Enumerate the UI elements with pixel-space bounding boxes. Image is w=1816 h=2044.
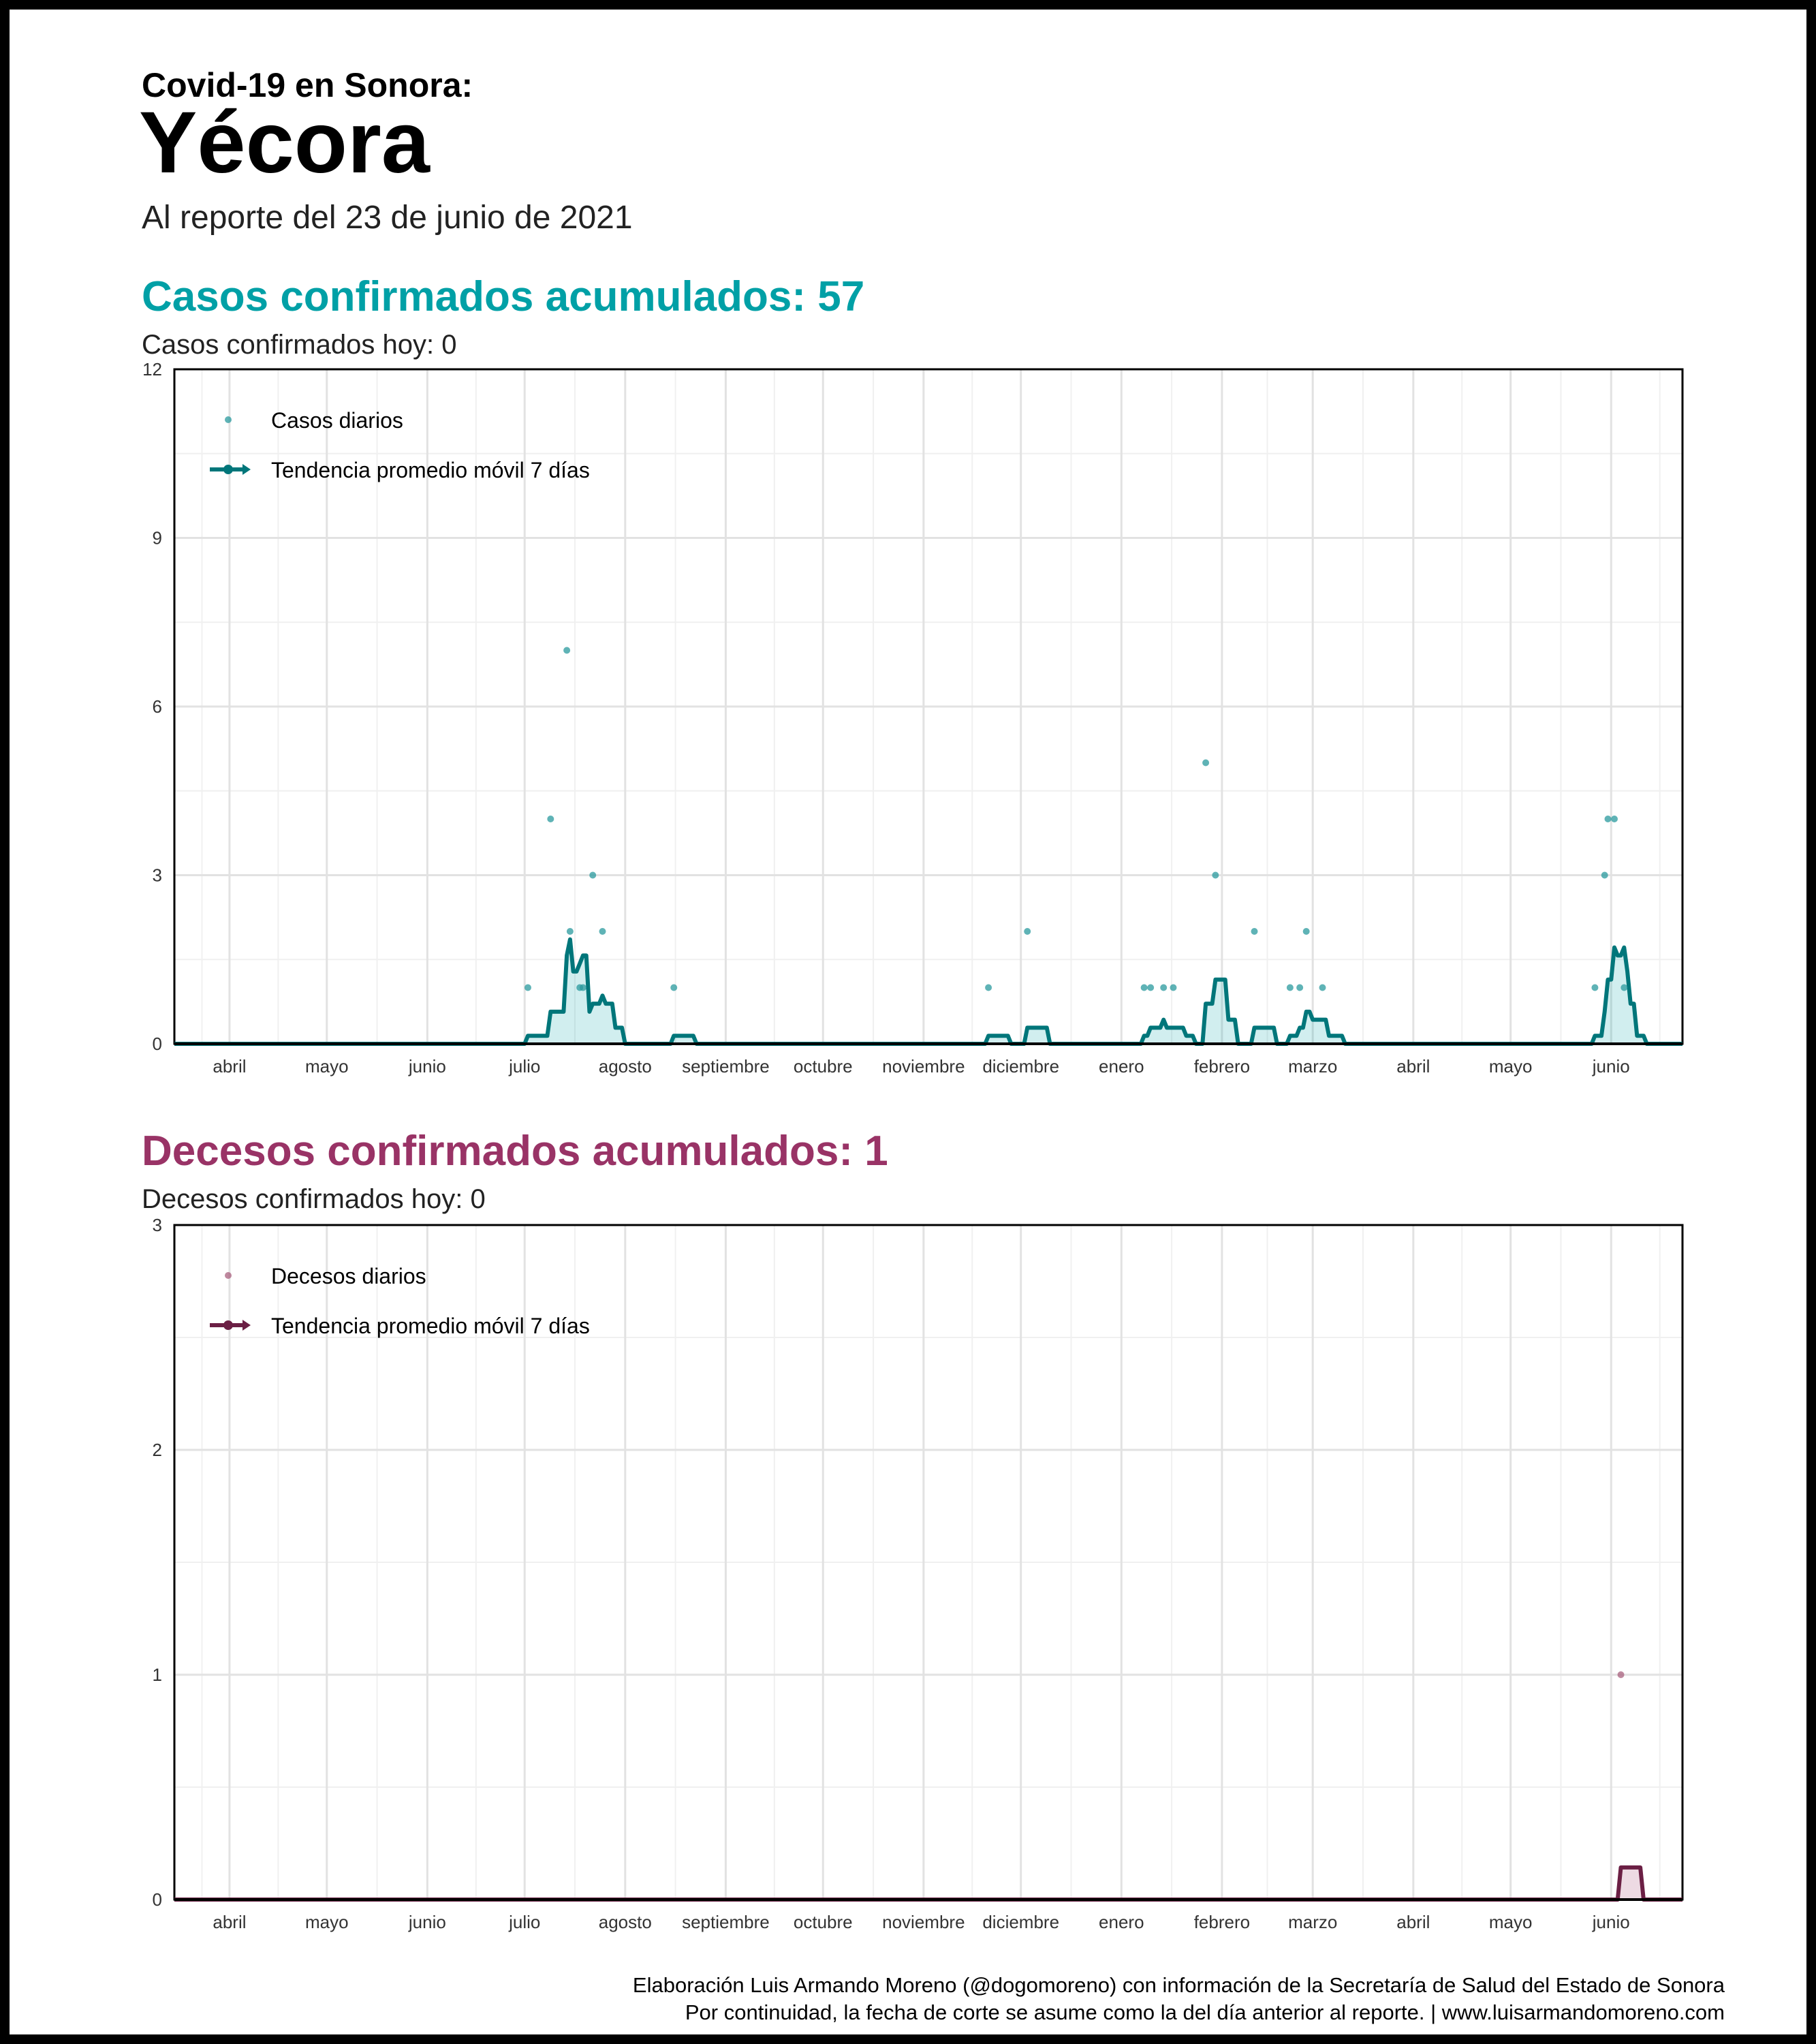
daily-point [1147,984,1155,991]
trend-area [174,939,1682,1044]
caption-line-1: Elaboración Luis Armando Moreno (@dogomo… [632,1973,1725,1997]
x-tick-label: mayo [1489,1056,1533,1077]
page-title: Yécora [139,94,430,191]
daily-point [1286,984,1294,991]
legend-points-label: Casos diarios [271,408,403,433]
daily-point [524,984,531,991]
page-frame: Covid-19 en Sonora: Yécora Al reporte de… [10,10,1806,2034]
x-tick-label: marzo [1288,1056,1337,1077]
daily-point [566,928,574,935]
legend-line-dot [223,465,233,474]
y-tick-label: 6 [153,696,162,717]
daily-point [1202,759,1210,766]
x-tick-label: abril [1396,1056,1430,1077]
daily-point [547,816,554,822]
x-tick-label: abril [213,1056,246,1077]
x-tick-label: diciembre [982,1056,1059,1077]
x-tick-label: agosto [599,1056,652,1077]
x-tick-label: febrero [1194,1056,1250,1077]
daily-point [1251,928,1258,935]
daily-point [670,984,678,991]
x-tick-label: septiembre [682,1056,770,1077]
daily-point [1621,984,1628,991]
caption: Elaboración Luis Armando Moreno (@dogomo… [633,1972,1725,2026]
y-tick-label: 9 [153,528,162,548]
legend-line-label: Tendencia promedio móvil 7 días [271,458,590,482]
legend-point-icon [225,416,232,423]
daily-point [1302,928,1310,935]
daily-point [1604,816,1612,822]
legend-line-arrow [242,464,251,475]
daily-point [1212,871,1219,879]
daily-point [1024,928,1031,935]
x-tick-label: julio [508,1056,540,1077]
deaths-today-label: Decesos confirmados hoy: 0 [142,1184,486,1214]
x-tick-label: junio [1592,1056,1630,1077]
x-tick-label: mayo [305,1056,349,1077]
daily-point [1601,871,1608,879]
daily-point [1611,816,1618,822]
cases-heading: Casos confirmados acumulados: 57 [142,273,865,320]
daily-point [1591,984,1599,991]
caption-line-2: Por continuidad, la fecha de corte se as… [685,2000,1725,2024]
daily-point [579,984,586,991]
y-tick-label: 12 [142,359,162,380]
x-tick-label: enero [1099,1056,1144,1077]
trend-line [174,937,1682,1046]
daily-point [563,647,571,654]
page-kicker: Covid-19 en Sonora: [142,66,473,104]
page-subtitle: Al reporte del 23 de junio de 2021 [142,200,633,236]
cases-chart: 0 3 6 9 12 abril mayo junio julio agosto septiembr… [142,359,1684,1077]
y-tick-label: 0 [153,1034,162,1054]
daily-point [1160,984,1168,991]
daily-point [1170,984,1177,991]
daily-point [599,928,606,935]
y-tick-label: 3 [153,865,162,886]
x-tick-label: noviembre [882,1056,965,1077]
deaths-heading: Decesos confirmados acumulados: 1 [142,1128,888,1175]
daily-point [1140,984,1148,991]
x-tick-label: octubre [794,1056,853,1077]
x-tick-label: junio [408,1056,446,1077]
daily-point [985,984,992,991]
daily-point [589,871,597,879]
daily-point [1319,984,1326,991]
daily-point [1296,984,1304,991]
cases-today-label: Casos confirmados hoy: 0 [142,330,457,360]
